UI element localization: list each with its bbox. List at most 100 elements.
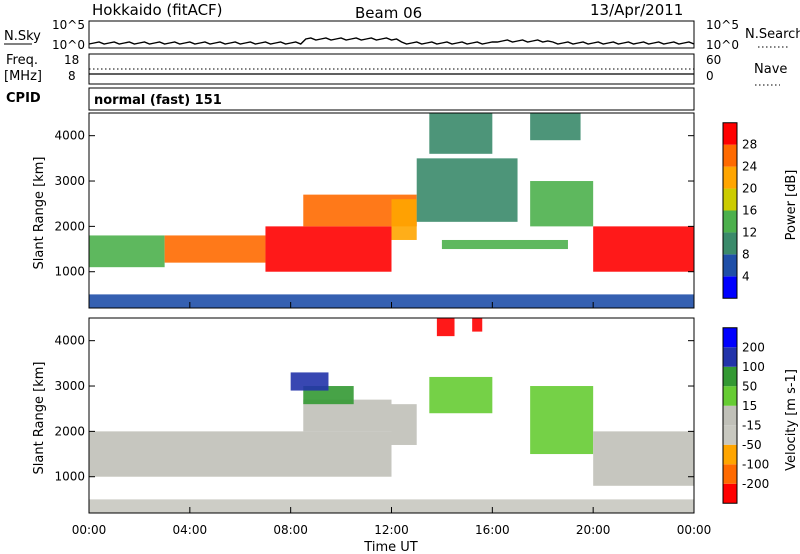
power-y-ticks: 4000 3000 2000 1000 [54, 129, 694, 279]
colorbar-tick-label: -100 [742, 457, 769, 471]
y-tick-label: 3000 [54, 379, 85, 393]
colorbar-swatch-2 [723, 232, 737, 255]
velocity-y-axis-label: Slant Range [km] [32, 362, 47, 475]
colorbar-swatch-5 [723, 386, 737, 406]
x-tick-label: 00:00 [677, 523, 712, 537]
heatmap-region-1 [303, 399, 392, 432]
cpid-value: normal (fast) 151 [94, 93, 222, 108]
y-tick-label: 2000 [54, 424, 85, 438]
x-axis-ticks: 00:00 04:00 08:00 12:00 16:00 20:00 00:00 [72, 302, 712, 537]
colorbar-swatch-5 [723, 166, 737, 189]
colorbar-tick-label: 28 [742, 138, 757, 152]
heatmap-region-7 [530, 181, 594, 227]
heatmap-region-0 [89, 235, 165, 268]
colorbar-swatch-7 [723, 122, 737, 145]
cpid-panel-frame [88, 87, 695, 111]
heatmap-region-10 [89, 499, 694, 513]
velocity-y-ticks: 4000 3000 2000 1000 [54, 334, 694, 484]
x-axis-label: Time UT [363, 540, 417, 554]
x-tick-label: 20:00 [576, 523, 611, 537]
noise-left-tick-high: 10^5 [52, 18, 85, 32]
noise-right-tick-high: 10^5 [706, 18, 739, 32]
freq-left-tick-high: 18 [64, 53, 79, 67]
x-tick-label: 08:00 [273, 523, 308, 537]
noise-left-label: N.Sky [4, 29, 41, 44]
heatmap-region-8 [593, 226, 694, 272]
colorbar-tick-label: 8 [742, 247, 750, 261]
heatmap-region-8 [436, 318, 455, 337]
velocity-colorbar: 200 100 50 15 -15 -50 -100 -200 [722, 327, 769, 504]
heatmap-region-4 [391, 404, 417, 445]
noise-right-label: N.Search [745, 27, 800, 42]
colorbar-tick-label: -15 [742, 418, 762, 432]
heatmap-region-11 [89, 294, 694, 308]
heatmap-region-6 [530, 386, 594, 455]
y-tick-label: 3000 [54, 174, 85, 188]
colorbar-tick-label: 16 [742, 204, 757, 218]
heatmap-region-6 [441, 239, 568, 250]
colorbar-tick-label: 15 [742, 399, 757, 413]
colorbar-swatch-6 [723, 144, 737, 167]
freq-panel-frame [88, 53, 695, 85]
cpid-label: CPID [6, 91, 41, 106]
beam-title: Beam 06 [355, 4, 422, 22]
colorbar-swatch-4 [723, 188, 737, 211]
noise-right-tick-low: 10^0 [706, 38, 739, 52]
nave-label: Nave [754, 62, 787, 77]
colorbar-tick-label: 4 [742, 269, 750, 283]
colorbar-tick-label: 12 [742, 225, 757, 239]
power-y-axis-label: Slant Range [km] [32, 157, 47, 270]
freq-left-label-2: [MHz] [4, 69, 42, 84]
noise-left-tick-low: 10^0 [52, 38, 85, 52]
colorbar-tick-label: 20 [742, 182, 757, 196]
colorbar-swatch-0 [723, 276, 737, 299]
colorbar-tick-label: 50 [742, 379, 757, 393]
heatmap-region-9 [472, 318, 483, 332]
colorbar-tick-label: -200 [742, 477, 769, 491]
power-colorbar-label: Power [dB] [784, 170, 799, 241]
heatmap-region-0 [89, 431, 392, 477]
noise-panel-frame [88, 20, 695, 49]
noise-sky-line [88, 37, 695, 45]
heatmap-region-3 [290, 372, 329, 391]
colorbar-swatch-7 [723, 347, 737, 367]
freq-left-label-1: Freq. [6, 53, 38, 68]
heatmap-region-4 [391, 199, 417, 240]
colorbar-tick-label: -50 [742, 438, 762, 452]
colorbar-frame [722, 122, 738, 299]
colorbar-tick-label: 100 [742, 360, 765, 374]
colorbar-swatch-3 [723, 210, 737, 233]
power-heatmap-cells [89, 113, 694, 308]
heatmap-region-10 [530, 113, 581, 141]
y-tick-label: 1000 [54, 265, 85, 279]
date-title: 13/Apr/2011 [590, 1, 683, 19]
colorbar-swatch-3 [723, 425, 737, 445]
y-tick-label: 1000 [54, 470, 85, 484]
x-tick-label: 04:00 [173, 523, 208, 537]
colorbar-tick-label: 200 [742, 340, 765, 354]
noise-trace [88, 37, 695, 45]
x-tick-label: 12:00 [374, 523, 409, 537]
colorbar-swatch-1 [723, 464, 737, 484]
colorbar-swatch-4 [723, 405, 737, 426]
heatmap-region-7 [593, 431, 694, 486]
colorbar-swatch-0 [723, 483, 737, 504]
y-tick-label: 4000 [54, 129, 85, 143]
freq-right-tick-low: 0 [706, 69, 714, 83]
freq-right-tick-high: 60 [706, 53, 721, 67]
freq-left-tick-low: 8 [68, 69, 76, 83]
power-colorbar: 28 24 20 16 12 8 4 [722, 122, 757, 299]
heatmap-region-2 [265, 226, 392, 272]
colorbar-swatch-2 [723, 444, 737, 465]
y-tick-label: 2000 [54, 219, 85, 233]
heatmap-region-9 [429, 113, 493, 154]
colorbar-frame [722, 327, 738, 504]
colorbar-swatch-6 [723, 366, 737, 387]
x-tick-label: 16:00 [475, 523, 510, 537]
velocity-heatmap-cells [89, 318, 694, 513]
heatmap-region-5 [429, 376, 493, 414]
x-tick-label: 00:00 [72, 523, 107, 537]
y-tick-label: 4000 [54, 334, 85, 348]
station-title: Hokkaido (fitACF) [92, 1, 223, 19]
